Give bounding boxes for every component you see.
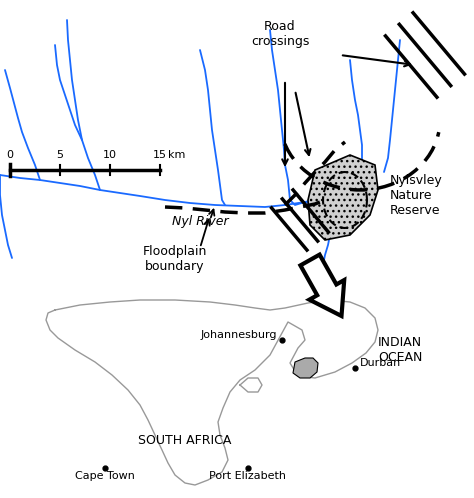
FancyArrow shape — [301, 254, 344, 316]
Text: Johannesburg: Johannesburg — [201, 330, 277, 340]
Text: Nyl River: Nyl River — [172, 215, 228, 228]
Text: km: km — [168, 150, 185, 160]
Text: Cape Town: Cape Town — [75, 471, 135, 481]
Text: Port Elizabeth: Port Elizabeth — [210, 471, 286, 481]
Text: SOUTH AFRICA: SOUTH AFRICA — [138, 433, 232, 447]
Text: Nylsvley
Nature
Reserve: Nylsvley Nature Reserve — [390, 173, 443, 217]
Text: Floodplain
boundary: Floodplain boundary — [143, 245, 207, 273]
Text: Road
crossings: Road crossings — [251, 20, 309, 48]
Text: INDIAN
OCEAN: INDIAN OCEAN — [378, 336, 422, 364]
Text: Durban: Durban — [360, 358, 401, 368]
Polygon shape — [293, 358, 318, 378]
Text: 0: 0 — [7, 150, 13, 160]
Text: 15: 15 — [153, 150, 167, 160]
Text: 10: 10 — [103, 150, 117, 160]
Text: 5: 5 — [56, 150, 64, 160]
Polygon shape — [308, 155, 378, 240]
